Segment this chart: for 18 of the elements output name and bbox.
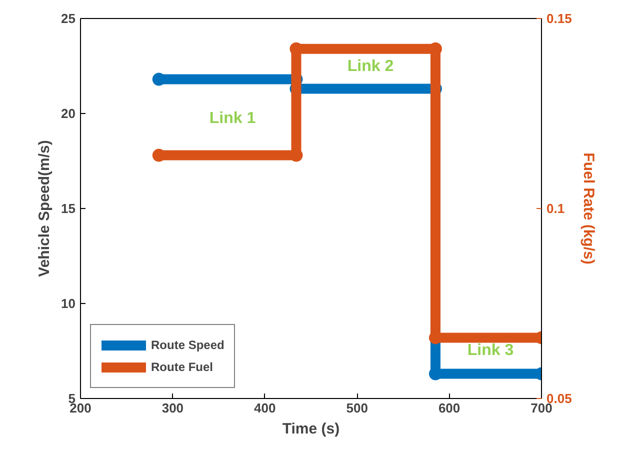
y-tick-label: 20 <box>61 106 76 121</box>
x-tick-label: 400 <box>254 400 276 416</box>
x-tick-label: 600 <box>438 400 460 416</box>
y2-axis-title: Fuel Rate (kg/s) <box>580 152 597 264</box>
annotation: Link 2 <box>347 58 394 75</box>
annotation: Link 3 <box>467 342 514 359</box>
y2-tick-label: 0.15 <box>546 11 572 26</box>
y-tick-label: 25 <box>61 11 76 26</box>
x-axis-title: Time (s) <box>282 420 340 438</box>
y2-tick-label: 0.1 <box>546 201 565 216</box>
x-tick-label: 500 <box>346 400 368 416</box>
legend-label: Route Speed <box>151 338 224 352</box>
y-axis-title: Vehicle Speed(m/s) <box>36 140 54 277</box>
x-tick-label: 300 <box>162 400 184 416</box>
y-tick-label: 10 <box>61 296 76 311</box>
legend-label: Route Fuel <box>151 360 213 374</box>
y-tick-label: 15 <box>61 201 76 216</box>
annotation: Link 1 <box>209 110 256 127</box>
